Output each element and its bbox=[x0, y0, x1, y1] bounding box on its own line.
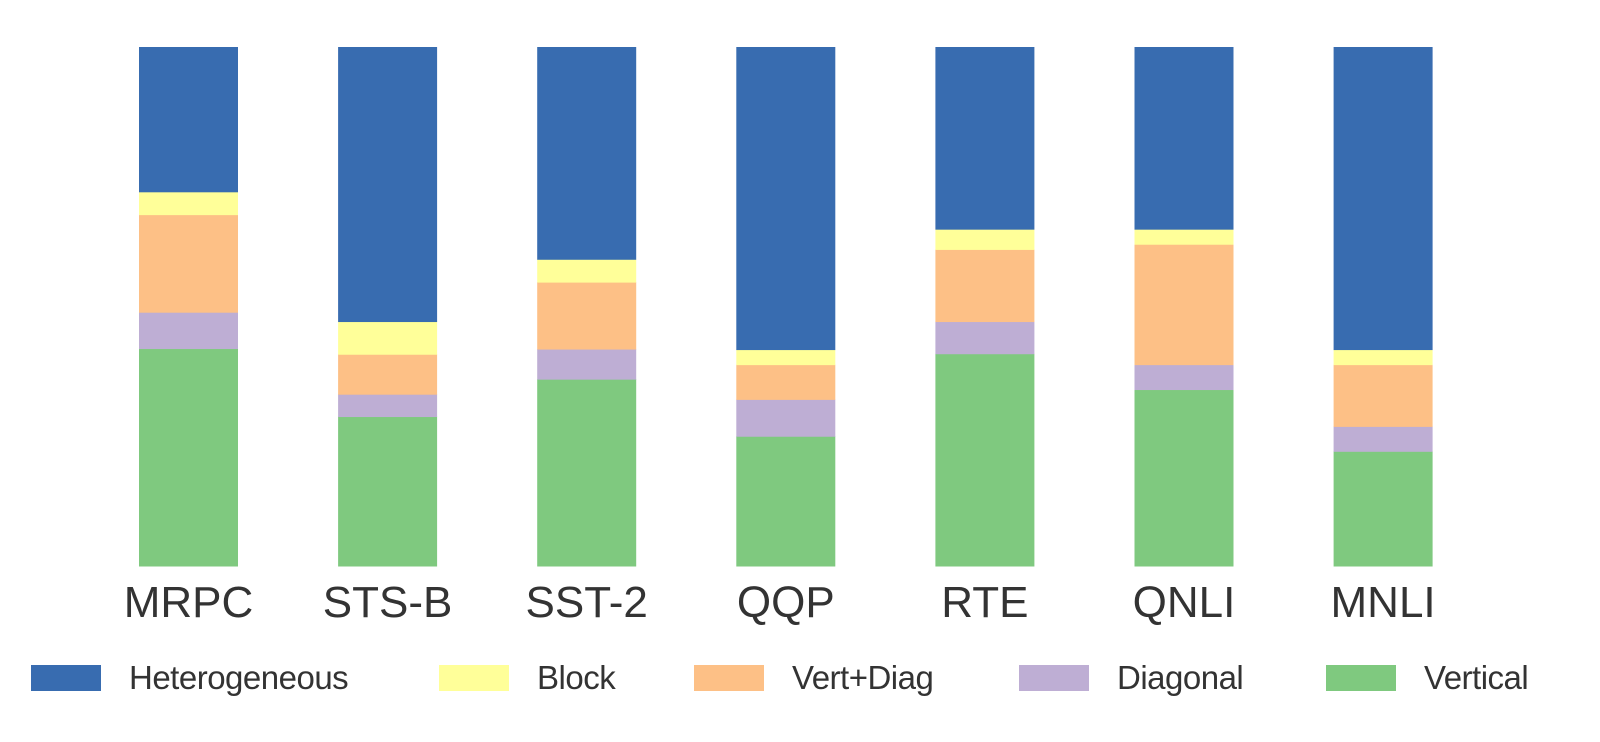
bar-sts-b-block bbox=[338, 321, 438, 355]
x-tick-label: MNLI bbox=[1331, 578, 1436, 627]
bar-sts-b-vertical bbox=[338, 416, 438, 567]
bar-rte-vert-diag bbox=[935, 249, 1035, 323]
x-tick-label: STS-B bbox=[323, 578, 453, 627]
bar-sts-b-heterogeneous bbox=[338, 47, 438, 323]
x-tick-label: QNLI bbox=[1133, 578, 1236, 627]
bar-qnli-vertical bbox=[1134, 389, 1234, 567]
legend: Heterogeneous Block Vert+Diag Diagonal Verti… bbox=[0, 655, 1600, 700]
bar-qqp-diagonal bbox=[736, 399, 836, 437]
bar-mrpc-vert-diag bbox=[139, 214, 238, 313]
bar-rte-block bbox=[935, 229, 1035, 250]
bar-mnli-heterogeneous bbox=[1333, 47, 1433, 351]
bar-rte-vertical bbox=[935, 353, 1035, 567]
legend-item-vert-diag: Vert+Diag bbox=[694, 655, 934, 700]
bar-mrpc-block bbox=[139, 191, 238, 216]
legend-item-vertical: Vertical bbox=[1326, 655, 1529, 700]
bar-mnli-vertical bbox=[1333, 451, 1433, 567]
bar-rte-heterogeneous bbox=[935, 47, 1035, 230]
x-tick-label: MRPC bbox=[124, 578, 254, 627]
bar-mrpc-vertical bbox=[139, 348, 238, 567]
bar-qqp-vert-diag bbox=[736, 364, 836, 400]
bar-qnli-diagonal bbox=[1134, 364, 1234, 391]
bar-qqp-block bbox=[736, 349, 836, 366]
bar-sts-b-vert-diag bbox=[338, 354, 438, 395]
legend-label: Diagonal bbox=[1117, 658, 1244, 696]
x-tick-label: QQP bbox=[737, 578, 835, 627]
x-tick-label: SST-2 bbox=[526, 578, 648, 627]
legend-item-diagonal: Diagonal bbox=[1019, 655, 1244, 700]
legend-swatch bbox=[31, 664, 101, 691]
bar-sst-2-vert-diag bbox=[537, 282, 637, 350]
bar-rte-diagonal bbox=[935, 321, 1035, 355]
x-tick-label: RTE bbox=[941, 578, 1028, 627]
bar-qqp-vertical bbox=[736, 436, 836, 567]
legend-label: Heterogeneous bbox=[129, 658, 349, 696]
legend-item-heterogeneous: Heterogeneous bbox=[31, 655, 349, 700]
bar-mnli-vert-diag bbox=[1333, 364, 1433, 427]
bar-mrpc-diagonal bbox=[139, 312, 238, 350]
bars-group bbox=[139, 47, 1433, 567]
legend-swatch bbox=[1326, 664, 1396, 691]
bar-sst-2-block bbox=[537, 259, 637, 283]
bar-qnli-block bbox=[1134, 229, 1234, 245]
legend-label: Vert+Diag bbox=[792, 658, 934, 696]
legend-swatch bbox=[1019, 664, 1089, 691]
bar-sts-b-diagonal bbox=[338, 394, 438, 418]
bar-qqp-heterogeneous bbox=[736, 47, 836, 351]
bar-sst-2-vertical bbox=[537, 379, 637, 567]
bar-mnli-block bbox=[1333, 349, 1433, 366]
legend-label: Block bbox=[537, 658, 616, 696]
bar-sst-2-heterogeneous bbox=[537, 47, 637, 260]
bar-qnli-heterogeneous bbox=[1134, 47, 1234, 230]
bar-mnli-diagonal bbox=[1333, 426, 1433, 452]
bar-sst-2-diagonal bbox=[537, 349, 637, 380]
legend-item-block: Block bbox=[439, 655, 616, 700]
bar-mrpc-heterogeneous bbox=[139, 47, 238, 193]
legend-swatch bbox=[694, 664, 764, 691]
bar-qnli-vert-diag bbox=[1134, 244, 1234, 366]
legend-label: Vertical bbox=[1424, 658, 1529, 696]
legend-swatch bbox=[439, 664, 509, 691]
x-tick-labels: MRPC STS-B SST-2 QQP RTE QNLI MNLI bbox=[124, 578, 1436, 627]
